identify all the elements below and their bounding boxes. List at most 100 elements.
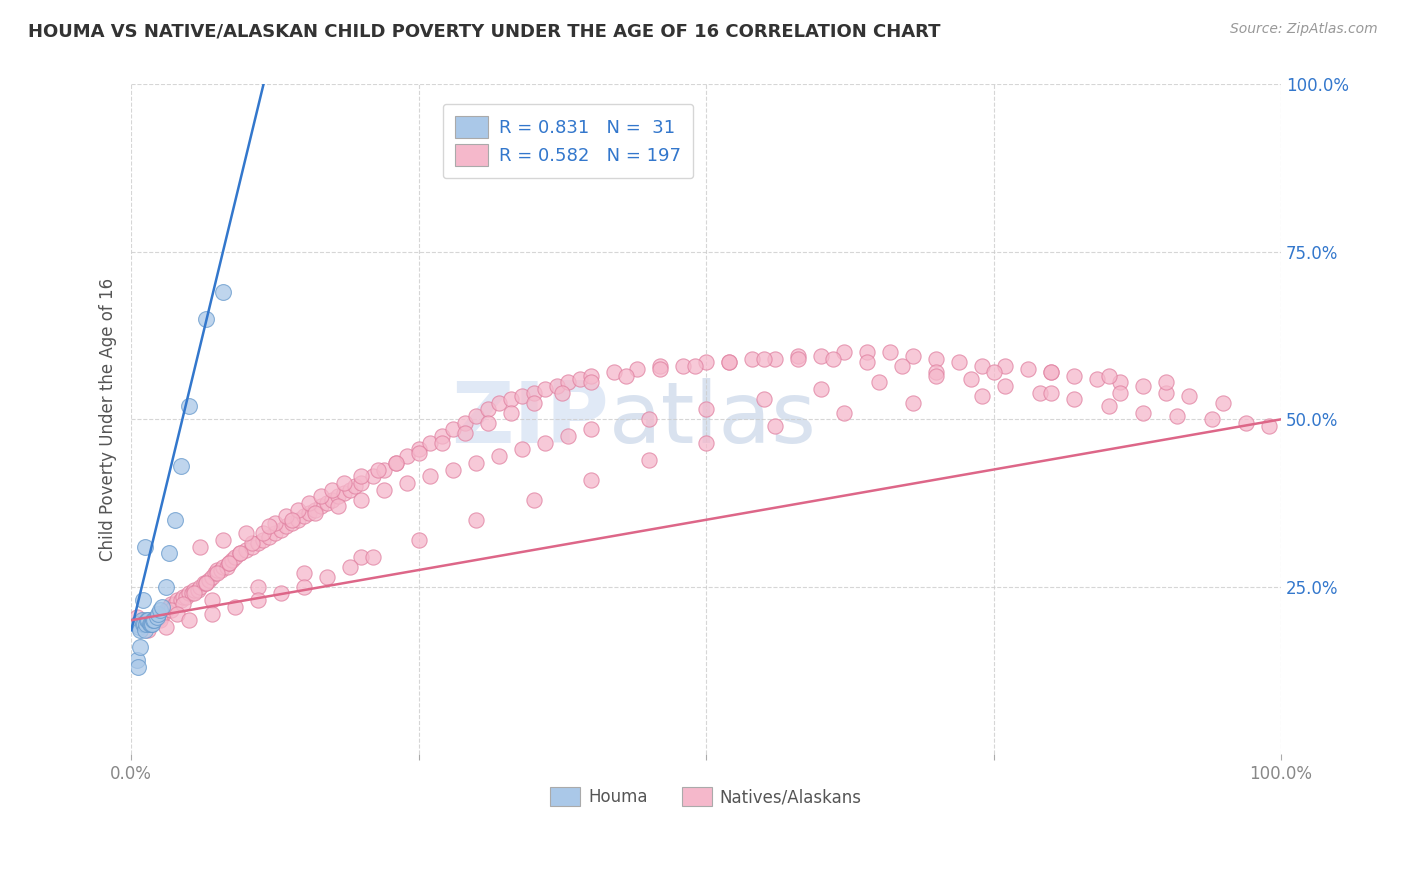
Point — [138, 616, 160, 631]
Point — [465, 456, 488, 470]
Point — [287, 502, 309, 516]
Point — [350, 492, 373, 507]
Point — [246, 580, 269, 594]
Point — [695, 435, 717, 450]
Point — [925, 352, 948, 367]
Point — [141, 613, 163, 627]
Point — [695, 355, 717, 369]
Point — [257, 529, 280, 543]
Point — [1109, 376, 1132, 390]
Point — [970, 359, 993, 373]
Point — [350, 549, 373, 564]
Point — [1258, 419, 1281, 434]
Point — [1017, 362, 1039, 376]
Point — [901, 349, 924, 363]
Point — [132, 593, 155, 607]
Point — [235, 543, 257, 558]
Point — [155, 580, 177, 594]
Point — [1166, 409, 1188, 423]
Point — [333, 486, 356, 500]
Point — [408, 442, 430, 457]
Point — [672, 359, 695, 373]
Point — [1040, 366, 1063, 380]
Point — [1040, 385, 1063, 400]
Point — [741, 352, 763, 367]
Point — [477, 416, 499, 430]
Point — [626, 362, 648, 376]
Point — [221, 553, 243, 567]
Point — [141, 616, 163, 631]
Point — [149, 603, 172, 617]
Point — [281, 513, 304, 527]
Point — [970, 389, 993, 403]
Point — [304, 502, 326, 516]
Point — [1132, 406, 1154, 420]
Point — [810, 382, 832, 396]
Point — [215, 559, 238, 574]
Point — [135, 616, 157, 631]
Point — [1201, 412, 1223, 426]
Point — [315, 570, 337, 584]
Point — [441, 422, 464, 436]
Point — [166, 593, 188, 607]
Point — [257, 519, 280, 533]
Point — [488, 449, 510, 463]
Point — [396, 475, 419, 490]
Point — [224, 549, 246, 564]
Point — [160, 603, 183, 617]
Point — [187, 583, 209, 598]
Point — [477, 402, 499, 417]
Text: Source: ZipAtlas.com: Source: ZipAtlas.com — [1230, 22, 1378, 37]
Point — [763, 352, 786, 367]
Point — [188, 540, 211, 554]
Point — [125, 610, 148, 624]
Point — [142, 613, 165, 627]
Point — [959, 372, 981, 386]
Point — [1178, 389, 1201, 403]
Point — [579, 376, 602, 390]
Point — [1132, 379, 1154, 393]
Point — [499, 406, 522, 420]
Point — [177, 399, 200, 413]
Point — [488, 395, 510, 409]
Point — [246, 593, 269, 607]
Point — [134, 540, 156, 554]
Point — [510, 389, 533, 403]
Point — [149, 610, 172, 624]
Point — [143, 613, 166, 627]
Point — [523, 395, 546, 409]
Point — [350, 475, 373, 490]
Point — [321, 492, 343, 507]
Point — [172, 590, 194, 604]
Point — [287, 513, 309, 527]
Point — [212, 559, 235, 574]
Point — [361, 469, 384, 483]
Point — [856, 355, 879, 369]
Point — [235, 526, 257, 541]
Point — [832, 345, 855, 359]
Point — [246, 536, 269, 550]
Point — [925, 368, 948, 383]
Legend: Houma, Natives/Alaskans: Houma, Natives/Alaskans — [544, 780, 869, 813]
Point — [160, 597, 183, 611]
Point — [209, 563, 232, 577]
Point — [195, 576, 218, 591]
Point — [218, 557, 240, 571]
Point — [315, 496, 337, 510]
Point — [201, 593, 224, 607]
Point — [157, 599, 180, 614]
Point — [139, 616, 162, 631]
Point — [157, 546, 180, 560]
Point — [128, 620, 150, 634]
Point — [138, 624, 160, 638]
Point — [170, 593, 193, 607]
Point — [188, 580, 211, 594]
Point — [163, 513, 186, 527]
Point — [149, 613, 172, 627]
Point — [344, 479, 367, 493]
Point — [304, 506, 326, 520]
Point — [557, 376, 579, 390]
Point — [229, 546, 252, 560]
Point — [510, 442, 533, 457]
Point — [419, 435, 441, 450]
